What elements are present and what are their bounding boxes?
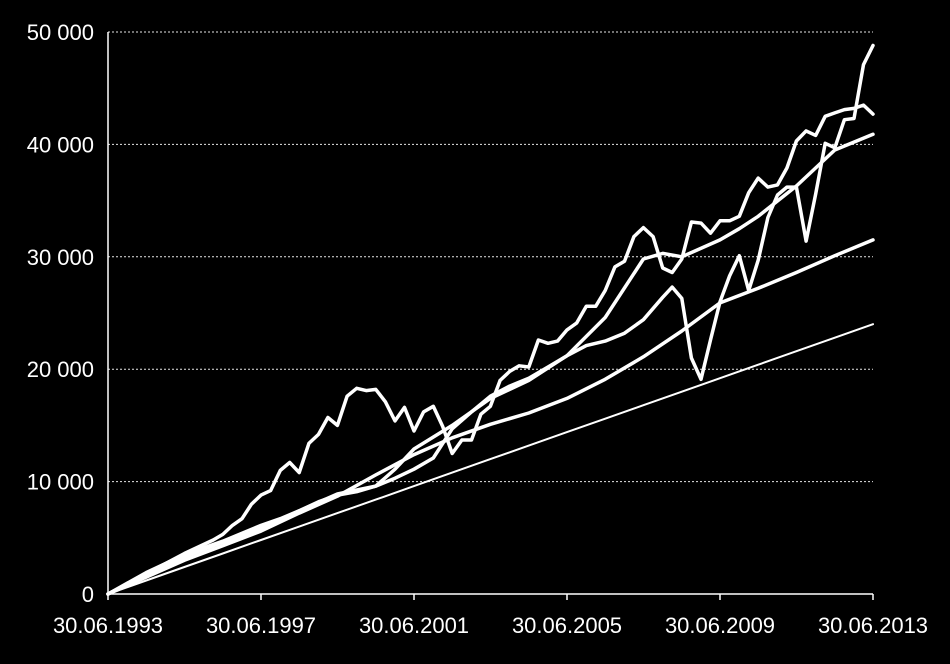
y-tick-label: 30 000 [27, 245, 94, 270]
axes [107, 32, 874, 600]
x-tick-label: 30.06.1993 [53, 613, 163, 638]
series-lines [106, 43, 875, 596]
y-axis-tick-labels: 0 10 000 20 000 30 000 40 000 50 000 [27, 20, 94, 607]
series-line-2 [106, 238, 875, 596]
y-tick-label: 0 [82, 582, 94, 607]
x-tick-label: 30.06.1997 [206, 613, 316, 638]
x-tick-label: 30.06.2009 [665, 613, 775, 638]
y-tick-label: 40 000 [27, 132, 94, 157]
x-tick-label: 30.06.2013 [818, 613, 928, 638]
x-tick-label: 30.06.2001 [359, 613, 469, 638]
x-axis-tick-labels: 30.06.1993 30.06.1997 30.06.2001 30.06.2005… [53, 613, 928, 638]
y-tick-label: 20 000 [27, 357, 94, 382]
series-line-4 [106, 103, 875, 596]
y-tick-label: 50 000 [27, 20, 94, 45]
y-tick-label: 10 000 [27, 470, 94, 495]
x-tick-label: 30.06.2005 [512, 613, 622, 638]
series-line-5 [106, 43, 875, 596]
series-line-1 [107, 323, 874, 595]
